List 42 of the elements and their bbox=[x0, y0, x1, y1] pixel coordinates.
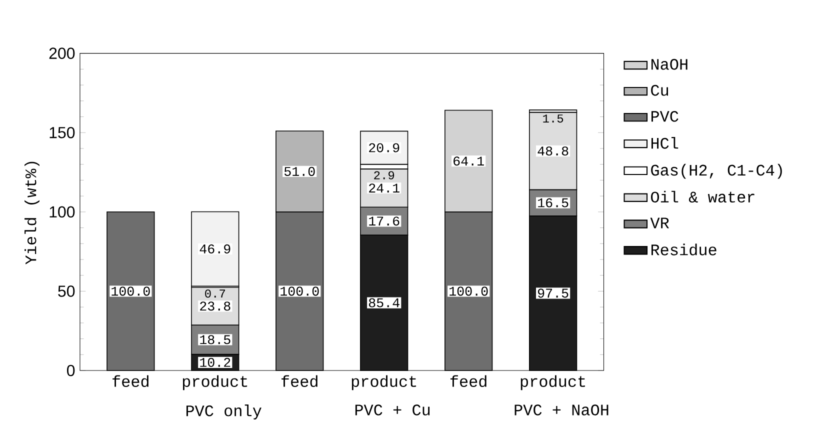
data-label: 2.9 bbox=[374, 171, 394, 180]
data-label: 100.0 bbox=[112, 286, 150, 296]
legend-label: HCl bbox=[651, 137, 678, 149]
data-label: 100.0 bbox=[450, 286, 488, 296]
y-axis-title: Yield (wt%) bbox=[24, 162, 40, 265]
data-label: 48.8 bbox=[538, 146, 568, 156]
data-label: 46.9 bbox=[200, 244, 230, 254]
x-tick-label: product bbox=[352, 375, 416, 390]
data-label: 18.5 bbox=[200, 335, 230, 344]
legend-label: VR bbox=[650, 218, 670, 228]
y-tick-label: 100 bbox=[50, 206, 75, 218]
x-tick-label: feed bbox=[112, 375, 148, 388]
data-label: 100.0 bbox=[280, 286, 319, 296]
x-tick-label: product bbox=[520, 375, 585, 390]
text: PVC only bbox=[186, 404, 262, 420]
data-label: 16.5 bbox=[538, 198, 568, 208]
data-label: 97.5 bbox=[538, 288, 568, 298]
legend-label: Cu bbox=[651, 85, 668, 96]
text: PVC + NaOH bbox=[514, 404, 608, 416]
legend-label: PVC bbox=[651, 111, 678, 122]
text: PVC + Cu bbox=[355, 404, 430, 416]
legend-label: NaOH bbox=[651, 59, 688, 70]
data-label: 85.4 bbox=[368, 298, 400, 308]
y-tick-label: 50 bbox=[58, 286, 75, 297]
data-label: 23.8 bbox=[200, 302, 230, 311]
data-label: 24.1 bbox=[369, 184, 400, 193]
x-tick-label: feed bbox=[282, 375, 318, 388]
y-tick-label: 150 bbox=[50, 127, 75, 138]
x-tick-label: feed bbox=[450, 375, 486, 388]
data-label: 64.1 bbox=[454, 156, 484, 166]
data-label: 17.6 bbox=[369, 216, 400, 226]
legend-label: Oil & water bbox=[651, 190, 754, 203]
y-tick-label: 0 bbox=[67, 364, 75, 376]
data-label: 10.2 bbox=[200, 358, 230, 368]
legend-label: Gas(H2, C1-C4) bbox=[651, 164, 782, 179]
y-tick-label: 200 bbox=[49, 48, 75, 60]
data-label: 0.7 bbox=[205, 290, 226, 298]
x-tick-label: product bbox=[182, 375, 248, 390]
data-label: 1.5 bbox=[543, 114, 564, 123]
data-label: 51.0 bbox=[284, 167, 315, 176]
legend-label: Residue bbox=[651, 244, 716, 256]
data-label: 20.9 bbox=[369, 143, 400, 152]
